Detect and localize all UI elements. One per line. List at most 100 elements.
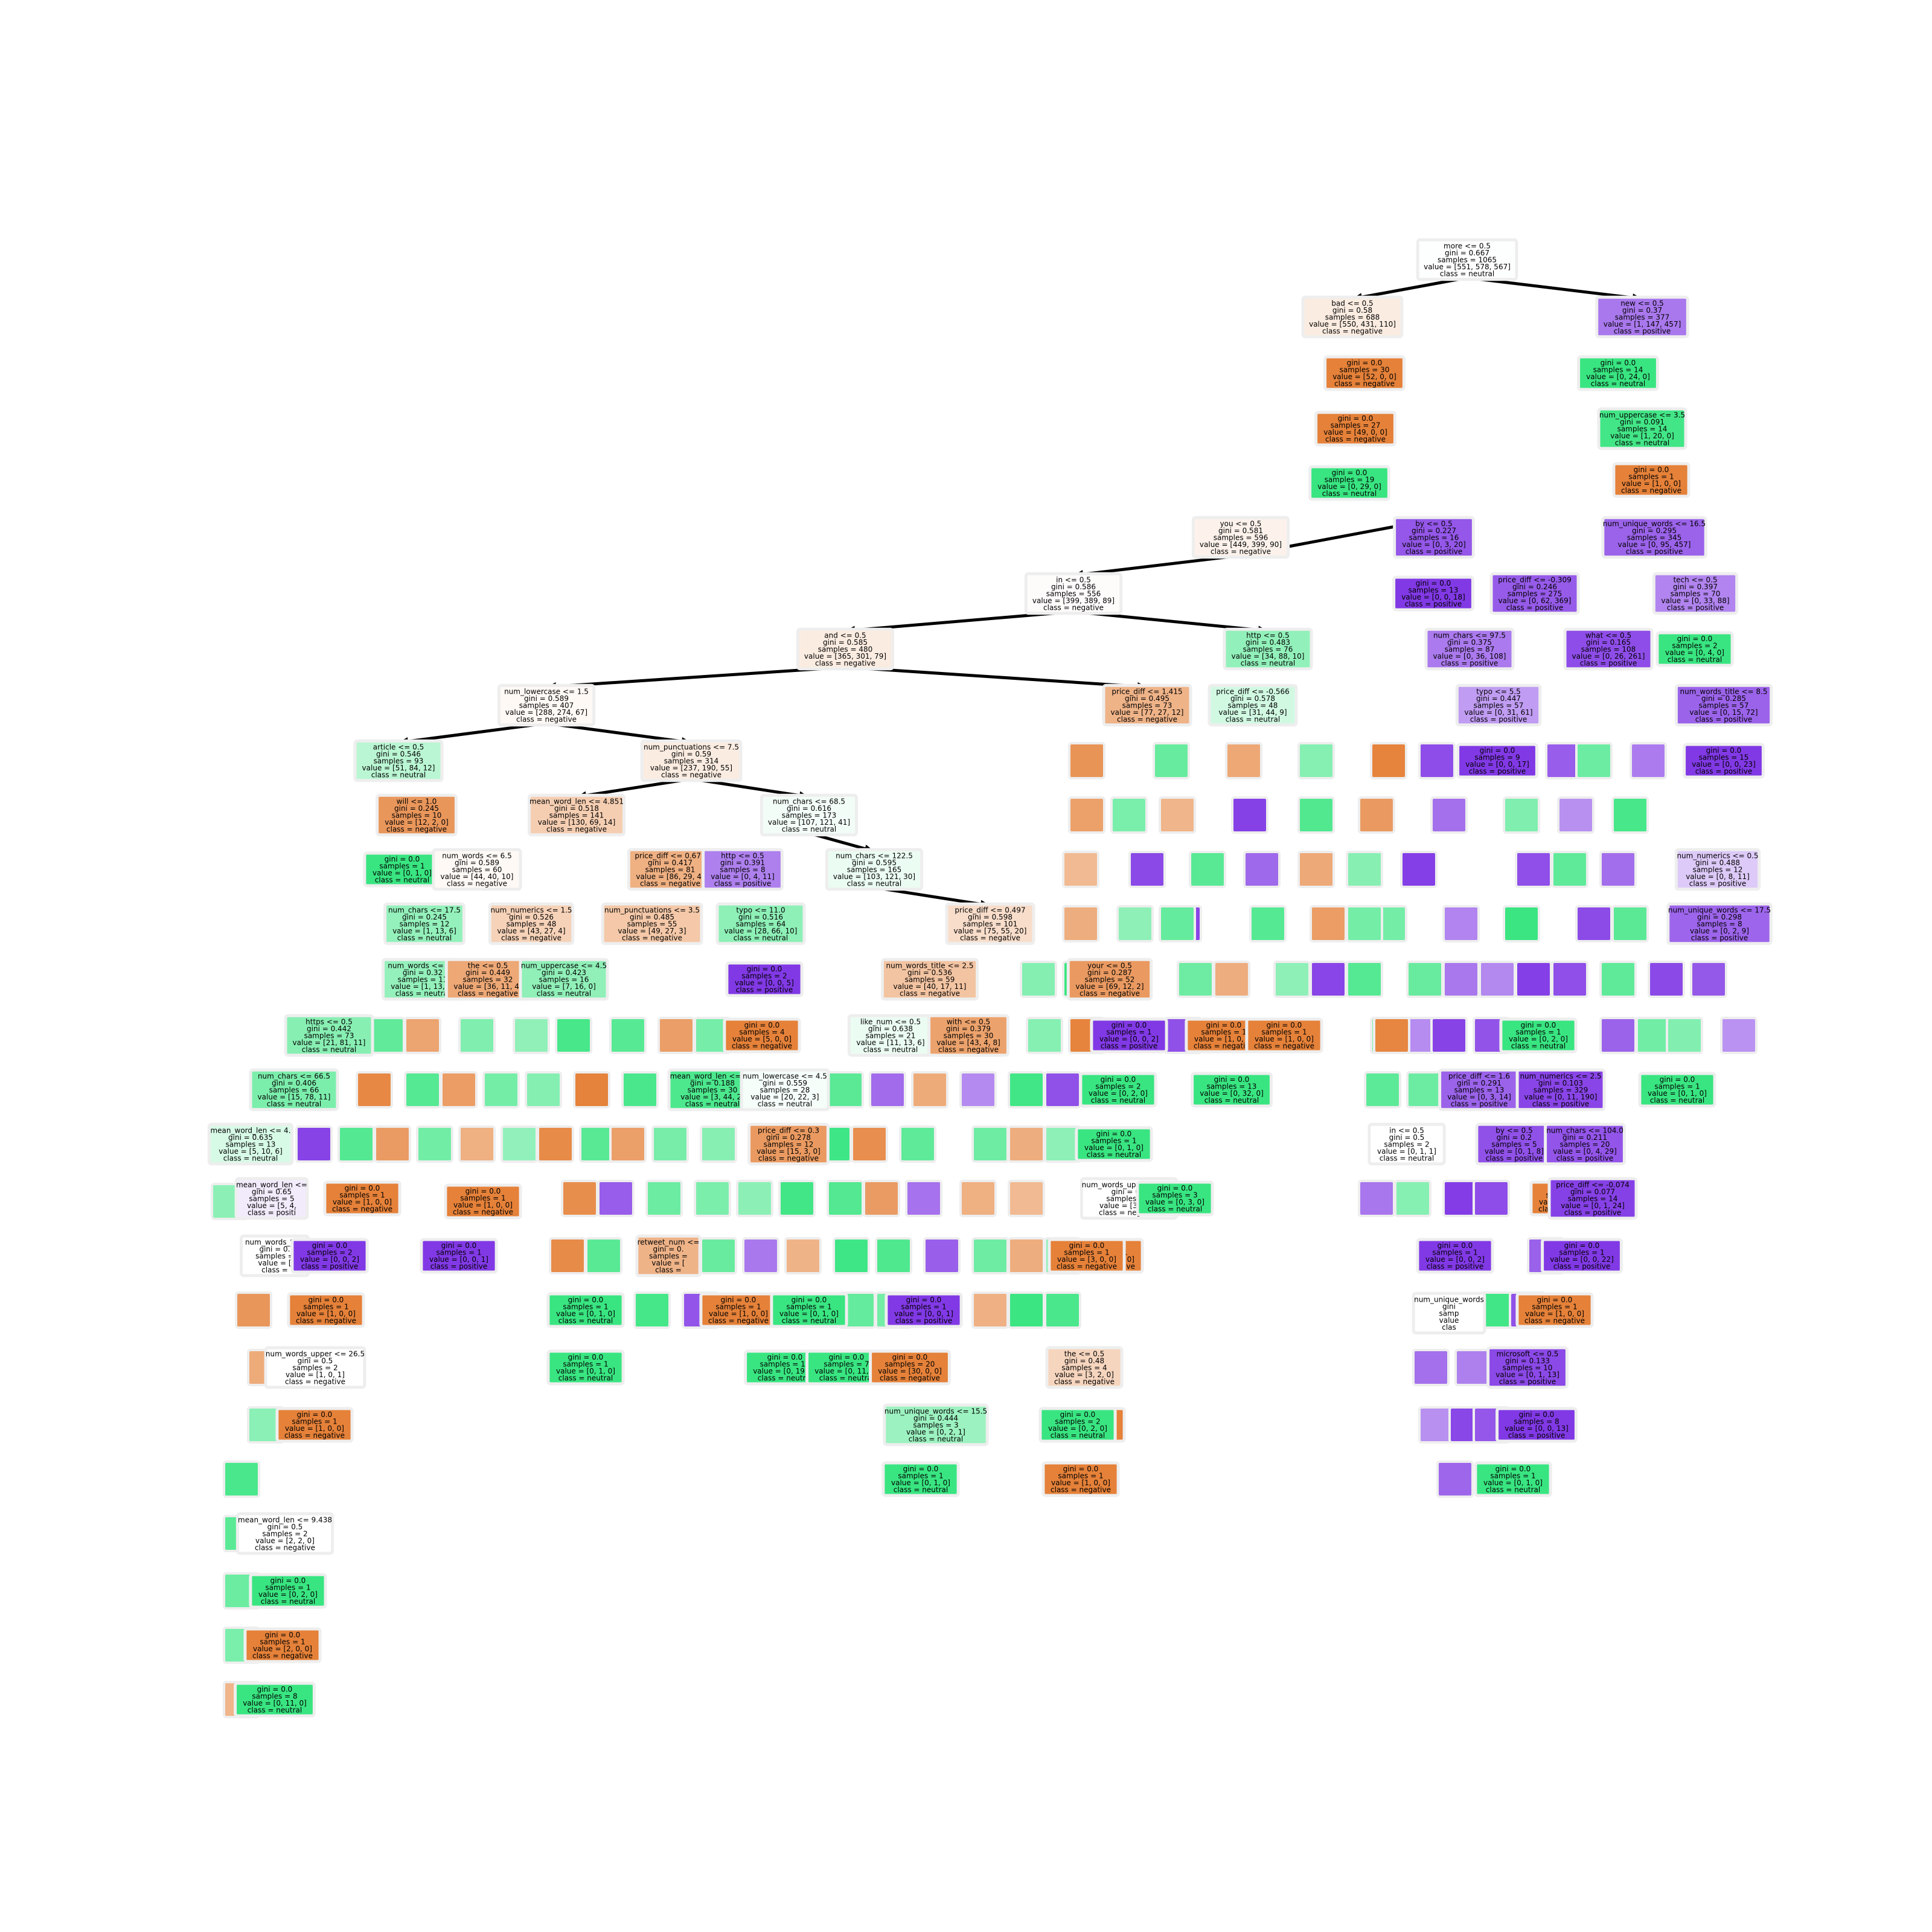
tree-node-line: value = [0, 8, 11]	[1686, 872, 1750, 881]
tree-node-box	[420, 1238, 498, 1274]
collapsed-node-box	[869, 1071, 906, 1108]
tree-node-line: class =	[261, 1265, 288, 1274]
tree-node-line: class = neutral	[1226, 715, 1280, 723]
tree-node-box	[1075, 1126, 1153, 1162]
collapsed-node-box	[633, 1291, 671, 1329]
tree-node-line: microsoft <= 0.5	[1497, 1349, 1559, 1358]
tree-node-box	[1314, 411, 1396, 447]
tree-node-line: value = [0, 4, 11]	[711, 872, 775, 881]
tree-node-line: gini = 0.0	[345, 1184, 380, 1192]
tree-node-line: value = [0, 33, 88]	[1661, 597, 1729, 605]
tree-node-line: num_words_title	[245, 1238, 304, 1246]
tree-node-box	[1563, 627, 1654, 671]
tree-node-line: gini = 0.0	[1564, 1241, 1600, 1250]
tree-node-line: mean_word_len <=	[236, 1180, 307, 1189]
tree-node-line: gini = 0.638	[868, 1025, 913, 1033]
tree-node-line: samples = 21	[866, 1031, 916, 1040]
collapsed-node-box	[700, 1237, 737, 1275]
tree-node-box	[1474, 1461, 1552, 1497]
tree-node-line: class = negative	[546, 825, 607, 833]
tree-node-box	[488, 902, 575, 945]
tree-node-box	[1048, 1238, 1126, 1274]
tree-node-line: value = [449, 399, 90]	[1200, 540, 1282, 549]
tree-node-line: value = [0, 2, 1]	[906, 1428, 965, 1436]
tree-node-box	[235, 1512, 334, 1555]
tree-node-box	[546, 1292, 625, 1328]
tree-node-box	[1597, 407, 1687, 450]
tree-node-line: value = [0, 0, 2]	[1099, 1035, 1159, 1043]
tree-node-line: samples = 1	[901, 1303, 946, 1311]
tree-node-box	[290, 1238, 369, 1274]
tree-node-line: value = [237, 190, 55]	[650, 764, 732, 772]
tree-node-line: value = [0, 29, 0]	[1317, 482, 1381, 491]
tree-node-line: samples = 1	[1515, 1028, 1561, 1037]
tree-node-box	[383, 902, 465, 945]
tree-node-line: num_unique_words	[1414, 1295, 1484, 1303]
tree-node-line: class = negative	[386, 825, 447, 833]
tree-node-line: value = [0, 0, 22]	[1550, 1255, 1614, 1264]
tree-node-line: class = positive	[714, 879, 772, 888]
tree-node-box	[1245, 1017, 1323, 1054]
tree-node-line: value = [15, 3, 0]	[756, 1147, 820, 1156]
collapsed-node-box	[1599, 1017, 1637, 1054]
collapsed-node-box	[1442, 961, 1480, 998]
tree-node-line: gini = 0.0	[1338, 414, 1374, 423]
tree-node-line: class = negative	[900, 989, 960, 997]
collapsed-node-box	[561, 1180, 598, 1217]
tree-node-box	[1652, 572, 1739, 615]
tree-node-line: num_words_title <= 8.5	[1680, 687, 1768, 696]
tree-node-line: class = positive	[1101, 1042, 1158, 1051]
tree-node-box	[264, 1346, 366, 1389]
collapsed-node-box	[1599, 961, 1637, 998]
tree-node-line: gini = 0.0	[892, 1353, 928, 1361]
tree-node-line: value = [0, 32, 0]	[1200, 1089, 1264, 1098]
tree-node-line: samples = 1	[1490, 1472, 1535, 1480]
tree-node-line: value = [1, 0, 0]	[709, 1310, 768, 1318]
tree-node-box	[1456, 743, 1538, 779]
tree-node-line: class = neutral	[782, 1317, 836, 1325]
tree-node-line: value = [0, 0, 1]	[429, 1255, 488, 1264]
tree-node-line: class = negative	[284, 1431, 345, 1440]
tree-node-line: by <= 0.5	[1415, 519, 1453, 528]
tree-node-box	[747, 1122, 830, 1166]
tree-node-box	[353, 739, 444, 782]
tree-node-line: num_chars <= 97.5	[1433, 631, 1506, 639]
tree-node-line: samples = 8	[1697, 920, 1742, 928]
collapsed-node-box	[1557, 796, 1595, 834]
collapsed-node-box	[1418, 742, 1456, 779]
tree-node-box	[323, 1180, 401, 1217]
tree-node-line: num_chars <= 17.5	[388, 906, 461, 914]
tree-node-box	[207, 1122, 294, 1166]
tree-node-line: class = neutral	[223, 1154, 278, 1162]
tree-node-line: value = [0, 19, 0]	[753, 1367, 817, 1375]
tree-node-box	[249, 1068, 339, 1112]
tree-node-line: class = neutral	[685, 1099, 740, 1108]
tree-node-line: value = [0, 1, 1]	[1377, 1147, 1436, 1156]
tree-node-line: gini = 0.485	[630, 913, 674, 921]
tree-node-line: samples = 165	[847, 865, 901, 874]
tree-node-line: class = negative	[255, 1543, 315, 1552]
tree-node-box	[945, 902, 1035, 945]
tree-node-line: value = [69, 12, 2]	[1075, 982, 1144, 991]
tree-node-line: samples = 14	[1617, 424, 1668, 433]
tree-node-line: samples =	[255, 1252, 294, 1260]
tree-node-box	[1412, 1291, 1486, 1335]
tree-node-line: gini = 0.0	[1660, 1075, 1695, 1084]
tree-node-line: class = positive	[736, 986, 793, 994]
collapsed-node-box	[1310, 905, 1347, 942]
tree-node-box	[1601, 516, 1707, 559]
tree-node-line: value = [0, 3, 14]	[1447, 1093, 1511, 1101]
tree-node-line: samples = 30	[1340, 366, 1390, 374]
